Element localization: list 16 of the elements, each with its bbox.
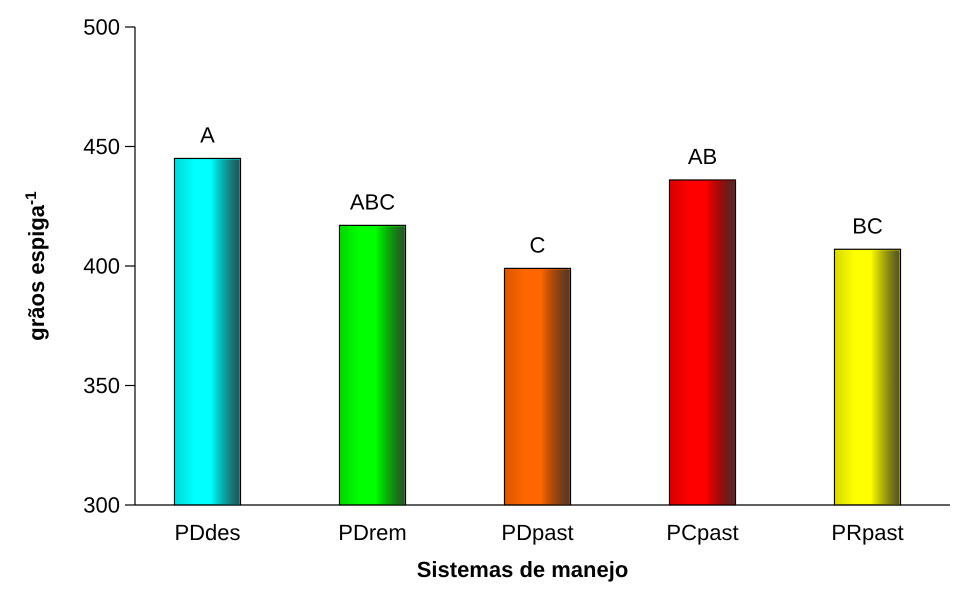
x-axis-title: Sistemas de manejo — [416, 557, 628, 582]
y-tick-label: 350 — [83, 373, 120, 398]
y-tick-label: 450 — [83, 134, 120, 160]
annotation: C — [530, 232, 546, 258]
x-tick-label: PDpast — [501, 520, 574, 545]
annotation: ABC — [350, 189, 396, 214]
annotation: AB — [688, 144, 718, 169]
y-tick-label: 400 — [83, 254, 120, 279]
x-tick-label: PCpast — [666, 520, 739, 545]
x-tick-label: PRpast — [831, 520, 904, 545]
y-tick-label: 500 — [83, 14, 120, 40]
x-tick-label: PDrem — [338, 520, 407, 545]
y-tick-label: 300 — [83, 492, 120, 518]
annotation: A — [200, 122, 216, 148]
x-tick-label: PDdes — [174, 520, 241, 545]
annotation: BC — [852, 213, 883, 238]
